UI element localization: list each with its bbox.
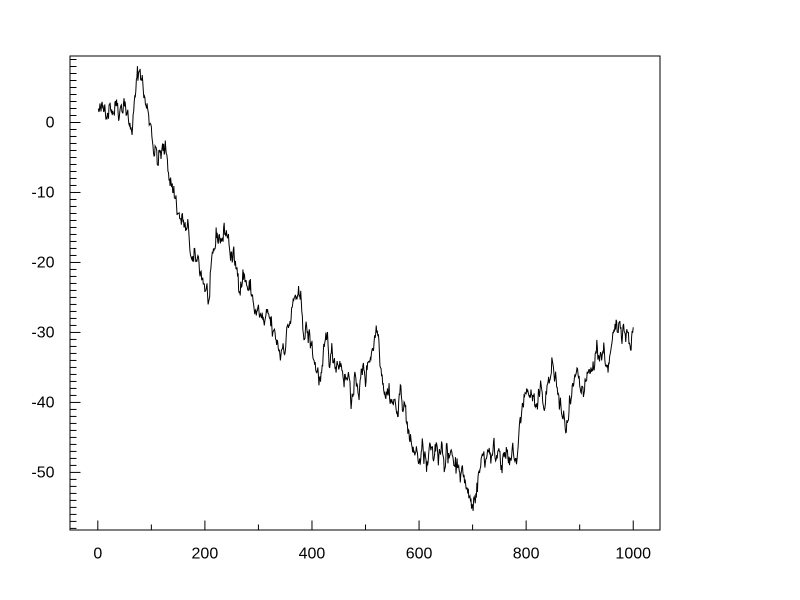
svg-text:600: 600 — [406, 546, 433, 563]
svg-text:-20: -20 — [31, 254, 54, 271]
svg-text:-30: -30 — [31, 324, 54, 341]
svg-text:-50: -50 — [31, 464, 54, 481]
svg-text:0: 0 — [46, 114, 55, 131]
svg-text:-10: -10 — [31, 184, 54, 201]
svg-text:1000: 1000 — [615, 546, 651, 563]
svg-text:400: 400 — [299, 546, 326, 563]
svg-text:-40: -40 — [31, 394, 54, 411]
svg-text:800: 800 — [513, 546, 540, 563]
svg-text:200: 200 — [192, 546, 219, 563]
svg-text:0: 0 — [93, 546, 102, 563]
